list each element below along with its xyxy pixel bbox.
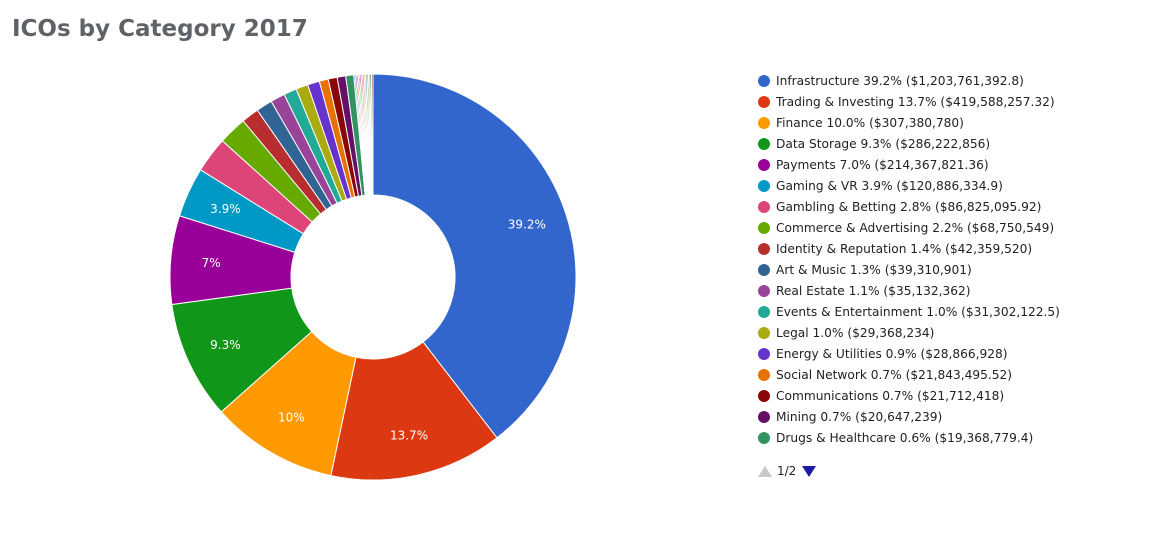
legend-label: Social Network 0.7% ($21,843,495.52) [776, 367, 1013, 382]
slice-label: 39.2% [508, 218, 546, 232]
legend-label: Art & Music 1.3% ($39,310,901) [776, 262, 972, 277]
legend-item[interactable]: Data Storage 9.3% ($286,222,856) [758, 133, 1138, 154]
legend-item[interactable]: Trading & Investing 13.7% ($419,588,257.… [758, 91, 1138, 112]
pager-label: 1/2 [777, 464, 797, 478]
legend-item[interactable]: Art & Music 1.3% ($39,310,901) [758, 259, 1138, 280]
legend-item[interactable]: Identity & Reputation 1.4% ($42,359,520) [758, 238, 1138, 259]
legend-label: Gambling & Betting 2.8% ($86,825,095.92) [776, 199, 1042, 214]
legend-pager: 1/2 [758, 464, 817, 478]
legend-swatch [758, 389, 770, 402]
legend-label: Finance 10.0% ($307,380,780) [776, 115, 964, 130]
slice-label: 13.7% [390, 428, 428, 442]
legend-label: Trading & Investing 13.7% ($419,588,257.… [776, 94, 1055, 109]
legend-swatch [758, 95, 770, 108]
legend-label: Mining 0.7% ($20,647,239) [776, 409, 943, 424]
pager-prev-arrow-icon [758, 465, 772, 477]
legend-item[interactable]: Real Estate 1.1% ($35,132,362) [758, 280, 1138, 301]
legend-label: Commerce & Advertising 2.2% ($68,750,549… [776, 220, 1055, 235]
legend-label: Real Estate 1.1% ($35,132,362) [776, 283, 971, 298]
legend-swatch [758, 179, 770, 192]
pager-next-arrow-icon[interactable] [802, 465, 817, 477]
legend-swatch [758, 74, 770, 87]
donut-chart: 39.2% 13.7% 10% 9.3% 7% 3.9% [169, 73, 577, 481]
legend-label: Data Storage 9.3% ($286,222,856) [776, 136, 991, 151]
legend-swatch [758, 137, 770, 150]
legend-item[interactable]: Energy & Utilities 0.9% ($28,866,928) [758, 343, 1138, 364]
legend-item[interactable]: Communications 0.7% ($21,712,418) [758, 385, 1138, 406]
legend-swatch [758, 305, 770, 318]
legend-label: Communications 0.7% ($21,712,418) [776, 388, 1005, 403]
slice-label: 3.9% [210, 202, 241, 216]
legend-swatch [758, 410, 770, 423]
legend-swatch [758, 242, 770, 255]
legend-item[interactable]: Finance 10.0% ($307,380,780) [758, 112, 1138, 133]
legend-label: Gaming & VR 3.9% ($120,886,334.9) [776, 178, 1003, 193]
legend-item[interactable]: Mining 0.7% ($20,647,239) [758, 406, 1138, 427]
legend-swatch [758, 116, 770, 129]
legend-item[interactable]: Events & Entertainment 1.0% ($31,302,122… [758, 301, 1138, 322]
slice-trading-investing[interactable] [330, 341, 498, 481]
legend-label: Payments 7.0% ($214,367,821.36) [776, 157, 989, 172]
legend-swatch [758, 200, 770, 213]
chart-title: ICOs by Category 2017 [12, 16, 308, 42]
slice-label: 7% [202, 256, 221, 270]
legend-item[interactable]: Gambling & Betting 2.8% ($86,825,095.92) [758, 196, 1138, 217]
legend-swatch [758, 347, 770, 360]
slice-label: 9.3% [210, 338, 241, 352]
legend-swatch [758, 284, 770, 297]
slice-other-30[interactable] [371, 73, 374, 196]
legend-label: Drugs & Healthcare 0.6% ($19,368,779.4) [776, 430, 1034, 445]
legend-swatch [758, 158, 770, 171]
legend-item[interactable]: Legal 1.0% ($29,368,234) [758, 322, 1138, 343]
legend-item[interactable]: Payments 7.0% ($214,367,821.36) [758, 154, 1138, 175]
chart-legend: Infrastructure 39.2% ($1,203,761,392.8) T… [758, 70, 1138, 448]
legend-swatch [758, 326, 770, 339]
legend-label: Legal 1.0% ($29,368,234) [776, 325, 935, 340]
slice-infrastructure[interactable] [372, 73, 577, 439]
legend-label: Infrastructure 39.2% ($1,203,761,392.8) [776, 73, 1024, 88]
legend-swatch [758, 368, 770, 381]
legend-label: Events & Entertainment 1.0% ($31,302,122… [776, 304, 1060, 319]
legend-item[interactable]: Infrastructure 39.2% ($1,203,761,392.8) [758, 70, 1138, 91]
legend-swatch [758, 431, 770, 444]
slice-label: 10% [278, 410, 305, 424]
legend-swatch [758, 263, 770, 276]
legend-label: Energy & Utilities 0.9% ($28,866,928) [776, 346, 1008, 361]
legend-item[interactable]: Drugs & Healthcare 0.6% ($19,368,779.4) [758, 427, 1138, 448]
legend-item[interactable]: Social Network 0.7% ($21,843,495.52) [758, 364, 1138, 385]
legend-item[interactable]: Gaming & VR 3.9% ($120,886,334.9) [758, 175, 1138, 196]
legend-label: Identity & Reputation 1.4% ($42,359,520) [776, 241, 1033, 256]
legend-item[interactable]: Commerce & Advertising 2.2% ($68,750,549… [758, 217, 1138, 238]
legend-swatch [758, 221, 770, 234]
